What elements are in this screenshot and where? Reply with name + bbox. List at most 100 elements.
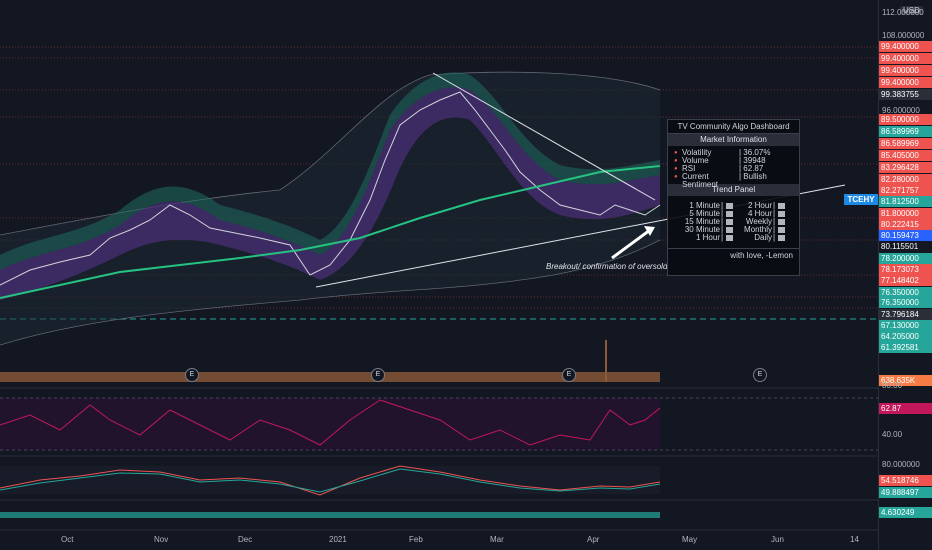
trend-right: Weekly [745, 217, 772, 226]
price-level-tag: 85.405000 [879, 150, 932, 161]
trend-row: 1 Hour | Daily | [668, 234, 799, 242]
price-level-tag: 81.812500 [879, 196, 932, 207]
price-level-tag: 80.222415 [879, 219, 932, 230]
dashboard-title: TV Community Algo Dashboard [668, 120, 799, 134]
earnings-badge[interactable]: E [562, 368, 576, 382]
info-row: ● Volume | 39948 [668, 157, 799, 165]
trend-signal-icon [778, 210, 786, 217]
trend-panel-header: Trend Panel [668, 184, 799, 196]
time-axis-label: May [682, 535, 698, 544]
dashboard-footer: with love, -Lemon [668, 248, 799, 263]
info-value: | 36.07% [739, 148, 771, 157]
price-level-tag: 80.159473 [879, 230, 932, 241]
price-level-tag: 81.800000 [879, 208, 932, 219]
rsi-tick: 40.00 [882, 430, 903, 439]
volume-label: 638.635K [879, 375, 932, 386]
price-level-tag: 73.796184 [879, 309, 932, 320]
info-row: ● Current Sentiment | Bullish [668, 172, 799, 189]
price-level-tag: 86.589969 [879, 126, 932, 137]
price-axis[interactable]: USD 112.000000 108.000000 96.000000 56.0… [878, 0, 932, 550]
trend-signal-icon [726, 234, 734, 241]
macd-value: 54.518746 [879, 475, 932, 486]
trend-left: 30 Minute [684, 225, 720, 234]
price-level-tag: 99.400000 [879, 53, 932, 64]
price-level-tag: 64.205000 [879, 331, 932, 342]
price-chart[interactable] [0, 0, 878, 550]
price-level-tag: 77.148402 [879, 275, 932, 286]
pin-icon: ● [674, 174, 678, 180]
trend-signal-icon [778, 202, 786, 209]
chart-annotation: Breakout/ confirmation of oversold [546, 262, 668, 271]
info-row: ● Volatility | 36.07% [668, 149, 799, 157]
info-value: | 39948 [739, 156, 766, 165]
earnings-badge[interactable]: E [371, 368, 385, 382]
axis-tick: 96.000000 [882, 106, 920, 115]
price-level-tag: 82.271757 [879, 185, 932, 196]
info-value: | Bullish [739, 172, 767, 181]
price-level-tag: 99.400000 [879, 65, 932, 76]
price-level-tag: 99.383755 [879, 89, 932, 100]
axis-tick: 112.000000 [882, 8, 924, 17]
trend-signal-icon [778, 218, 786, 225]
trend-left: 5 Minute [689, 209, 720, 218]
time-axis-label: Mar [490, 535, 504, 544]
time-axis-label: Dec [238, 535, 253, 544]
price-level-tag: 99.400000 [879, 77, 932, 88]
pin-icon: ● [674, 166, 678, 172]
price-level-tag: 83.296428 [879, 162, 932, 173]
trend-row: 1 Minute | 2 Hour | [668, 202, 799, 210]
currency-badge[interactable]: USD [900, 6, 923, 15]
time-axis-label: Apr [587, 535, 600, 544]
macd-value: 49.888497 [879, 487, 932, 498]
trend-left: 1 Minute [689, 201, 720, 210]
time-axis-label: Jun [771, 535, 784, 544]
time-axis-label: 2021 [329, 535, 347, 544]
trend-right: Daily [754, 233, 772, 242]
earnings-badge[interactable]: E [185, 368, 199, 382]
trend-row: 30 Minute | Monthly | [668, 226, 799, 234]
trend-right: 2 Hour [747, 201, 772, 210]
macd-tick: 80.000000 [882, 460, 920, 469]
market-info-header: Market Information [668, 134, 799, 146]
info-key: Current Sentiment [682, 172, 719, 189]
info-key: RSI [682, 164, 696, 173]
axis-tick: 108.000000 [882, 31, 925, 40]
pin-icon: ● [674, 150, 678, 156]
macd-value: 4.630249 [879, 507, 932, 518]
trend-signal-icon [726, 226, 734, 233]
rsi-tick: 80.00 [882, 381, 903, 390]
price-level-tag: 89.500000 [879, 114, 932, 125]
algo-dashboard-panel: TV Community Algo Dashboard Market Infor… [667, 119, 800, 276]
trend-signal-icon [726, 202, 734, 209]
trend-signal-icon [778, 226, 786, 233]
price-level-tag: 78.200000 [879, 253, 932, 264]
trend-row: 15 Minute | Weekly | [668, 218, 799, 226]
time-axis-label: Nov [154, 535, 169, 544]
price-level-tag: 82.280000 [879, 174, 932, 185]
info-row: ● RSI | 62.87 [668, 165, 799, 173]
rsi-value: 62.87 [879, 403, 932, 414]
price-level-tag: 76.350000 [879, 287, 932, 298]
trend-signal-icon [726, 210, 734, 217]
price-level-tag: 86.589969 [879, 138, 932, 149]
trend-signal-icon [726, 218, 734, 225]
price-level-tag: 78.173073 [879, 264, 932, 275]
trend-left: 1 Hour [695, 233, 720, 242]
price-level-tag: 67.130000 [879, 320, 932, 331]
info-key: Volume [682, 156, 709, 165]
time-axis-label: 14 [850, 535, 859, 544]
price-level-tag: 80.115501 [879, 241, 932, 252]
price-level-tag: 76.350000 [879, 297, 932, 308]
info-value: | 62.87 [739, 164, 764, 173]
price-level-tag: 99.400000 [879, 41, 932, 52]
trend-row: 5 Minute | 4 Hour | [668, 210, 799, 218]
trend-right: 4 Hour [747, 209, 772, 218]
time-axis-label: Feb [409, 535, 423, 544]
earnings-badge[interactable]: E [753, 368, 767, 382]
info-key: Volatility [682, 148, 712, 157]
time-axis-label: Oct [61, 535, 74, 544]
trend-left: 15 Minute [684, 217, 720, 226]
trend-signal-icon [778, 234, 786, 241]
price-level-tag: 61.392581 [879, 342, 932, 353]
pin-icon: ● [674, 158, 678, 164]
